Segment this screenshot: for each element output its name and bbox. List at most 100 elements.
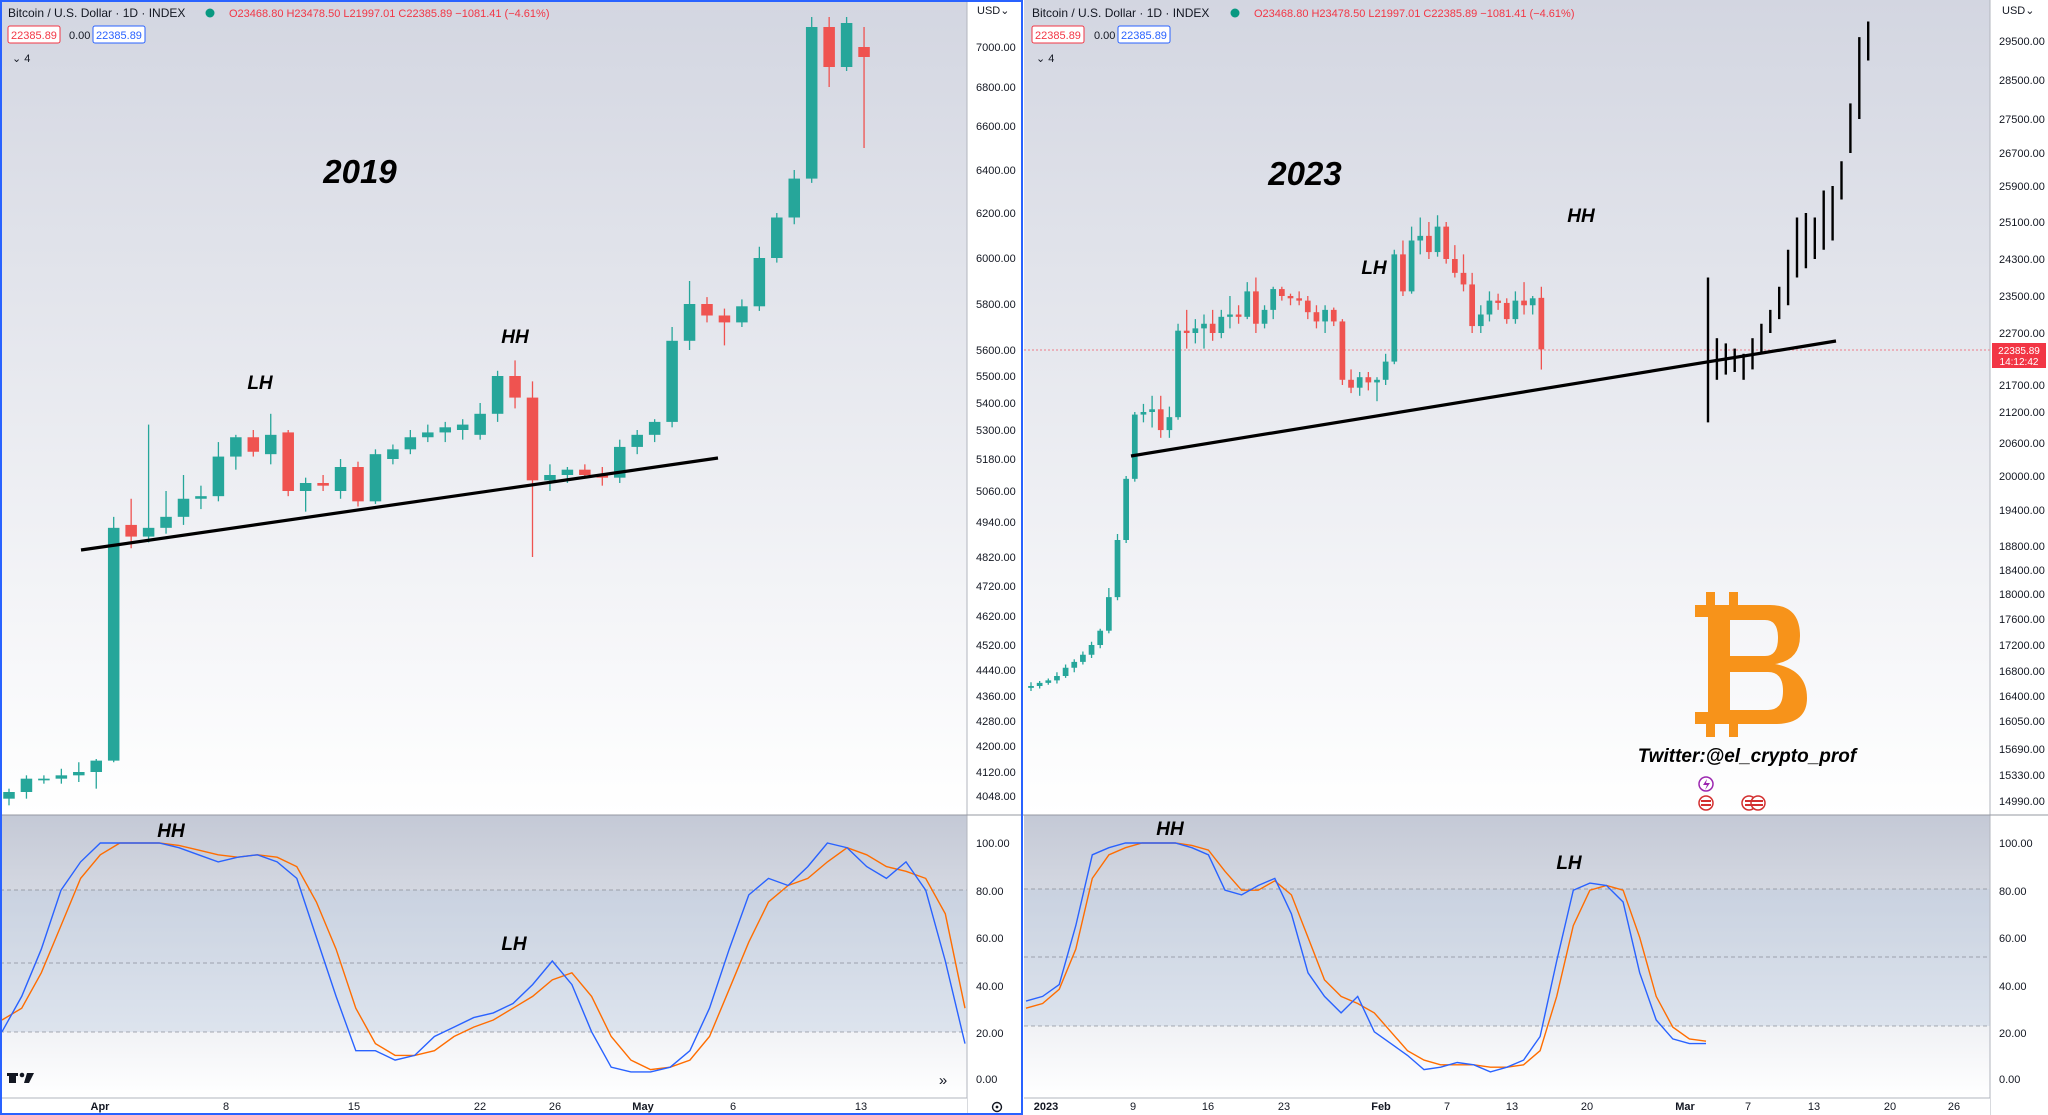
price-axis[interactable] xyxy=(967,0,1024,1115)
price-tick-label: 4048.00 xyxy=(976,791,1016,803)
price-tick-label: 7000.00 xyxy=(976,42,1016,54)
candle-body xyxy=(1477,314,1484,327)
candle-body xyxy=(1183,330,1190,333)
date-tick-label: 13 xyxy=(1808,1101,1820,1113)
time-axis[interactable] xyxy=(0,1098,967,1115)
price-tick-label: 26700.00 xyxy=(1999,148,2045,160)
candle-body xyxy=(561,469,574,475)
candle-body xyxy=(1374,379,1380,383)
price-tick-label: 23500.00 xyxy=(1999,291,2045,303)
trendline-2019[interactable] xyxy=(80,456,719,552)
svg-text:22385.89: 22385.89 xyxy=(1998,346,2040,357)
candle-body xyxy=(1296,298,1303,301)
stochastic-k-line xyxy=(1,842,966,1073)
date-tick-label: Mar xyxy=(1675,1101,1695,1113)
price-tick-label: 21700.00 xyxy=(1999,380,2045,392)
candle-body xyxy=(1149,409,1155,412)
candle-body xyxy=(1495,300,1501,303)
price-tick-label: 20000.00 xyxy=(1999,471,2045,483)
oscillator-tick-label: 0.00 xyxy=(976,1074,997,1086)
annotation-lh-oscillator: LH xyxy=(501,934,528,955)
buy-price-badge[interactable] xyxy=(1117,25,1171,44)
currency-selector[interactable]: USD⌄ xyxy=(977,5,1009,17)
candle-body xyxy=(1486,300,1493,315)
symbol-title[interactable]: Bitcoin / U.S. Dollar · 1D · INDEX xyxy=(8,6,185,20)
settings-gear-icon[interactable] xyxy=(991,1101,1003,1113)
candle-body xyxy=(1192,328,1199,333)
candle-body xyxy=(282,432,294,491)
price-tick-label: 5300.00 xyxy=(976,425,1016,437)
price-tick-label: 5400.00 xyxy=(976,398,1016,410)
candle-body xyxy=(1391,254,1398,362)
date-tick-label: Feb xyxy=(1371,1101,1391,1113)
price-tick-label: 5800.00 xyxy=(976,299,1016,311)
candle-body xyxy=(1201,323,1207,329)
candle-body xyxy=(1417,235,1424,241)
price-tick-label: 16800.00 xyxy=(1999,666,2045,678)
candle-body xyxy=(1114,540,1121,598)
symbol-title[interactable]: Bitcoin / U.S. Dollar · 1D · INDEX xyxy=(1032,6,1209,20)
candle-body xyxy=(666,340,678,422)
candle-body xyxy=(701,304,713,316)
candle-body xyxy=(1253,291,1259,324)
event-markers[interactable] xyxy=(1698,776,1766,811)
date-tick-label: 7 xyxy=(1444,1101,1450,1113)
currency-selector[interactable]: USD⌄ xyxy=(2002,5,2034,17)
buy-price-badge[interactable] xyxy=(92,25,146,44)
candle-body xyxy=(3,792,15,799)
candle-body xyxy=(1097,630,1104,645)
candle-body xyxy=(1157,409,1164,431)
candle-body xyxy=(1071,661,1078,668)
candles-2019 xyxy=(3,17,870,806)
price-pane-background xyxy=(0,0,967,815)
candle-body xyxy=(317,483,329,486)
candle-body xyxy=(823,27,835,67)
price-tick-label: 16400.00 xyxy=(1999,691,2045,703)
date-tick-label: 15 xyxy=(348,1101,360,1113)
svg-text:22385.89: 22385.89 xyxy=(1035,30,1081,42)
candle-body xyxy=(1054,676,1060,681)
candle-body xyxy=(1322,309,1328,322)
sell-price-badge[interactable] xyxy=(7,25,61,44)
candle-body xyxy=(1287,296,1294,299)
sell-price-badge[interactable] xyxy=(1031,25,1085,44)
candle-body xyxy=(264,434,277,455)
candle-body xyxy=(1227,314,1233,317)
candle-body xyxy=(1382,361,1389,380)
price-tick-label: 4720.00 xyxy=(976,581,1016,593)
price-tick-label: 4200.00 xyxy=(976,741,1016,753)
price-tick-label: 25100.00 xyxy=(1999,217,2045,229)
candle-body xyxy=(526,397,539,481)
indicator-collapse-toggle[interactable]: ⌄ 4 xyxy=(12,53,30,65)
price-tick-label: 4280.00 xyxy=(976,716,1016,728)
price-tick-label: 4360.00 xyxy=(976,691,1016,703)
candle-body xyxy=(1062,667,1069,676)
candle-body xyxy=(20,778,33,792)
stochastic-d-line xyxy=(1025,842,1707,1068)
date-tick-label: 23 xyxy=(1278,1101,1290,1113)
price-tick-label: 4120.00 xyxy=(976,767,1016,779)
candle-body xyxy=(491,376,504,414)
price-tick-label: 6600.00 xyxy=(976,121,1016,133)
trendline-2023[interactable] xyxy=(1130,339,1837,458)
svg-text:22385.89: 22385.89 xyxy=(96,30,142,42)
candle-body xyxy=(1365,377,1372,383)
date-tick-label: 16 xyxy=(1202,1101,1214,1113)
time-axis[interactable] xyxy=(1024,1098,1990,1115)
annotation-lh-price: LH xyxy=(247,373,274,394)
year-label-2023: 2023 xyxy=(1267,155,1341,192)
chart-panel-2019: 2019 LH HH HH LH 7000.006800.006600.0064… xyxy=(0,0,1024,1115)
candle-body xyxy=(718,315,731,323)
active-panel-frame xyxy=(0,0,1023,1115)
candle-body xyxy=(439,427,452,433)
scroll-to-realtime-icon[interactable]: » xyxy=(939,1072,947,1089)
price-axis[interactable] xyxy=(1990,0,2048,1115)
annotation-hh-oscillator: HH xyxy=(1156,819,1185,840)
indicator-collapse-toggle[interactable]: ⌄ 4 xyxy=(1036,53,1054,65)
candle-body xyxy=(840,23,853,67)
oscillator-band xyxy=(0,890,967,1032)
price-tick-label: 29500.00 xyxy=(1999,36,2045,48)
tradingview-logo-icon[interactable] xyxy=(7,1072,34,1083)
candle-body xyxy=(1330,309,1337,322)
candle-body xyxy=(613,446,626,478)
